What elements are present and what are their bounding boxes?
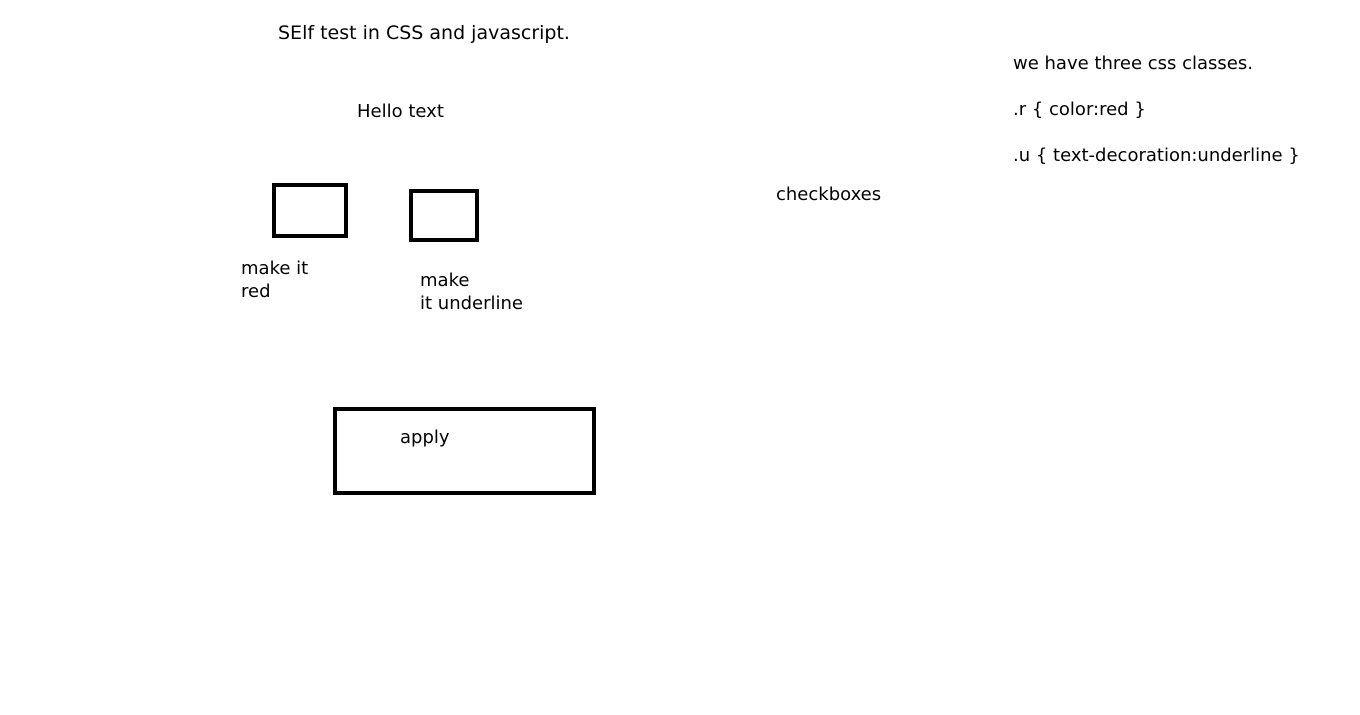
make-underline-label-line1: make	[420, 269, 523, 292]
make-red-label-line2: red	[241, 280, 308, 303]
make-underline-label-line2: it underline	[420, 292, 523, 315]
css-classes-heading: we have three css classes.	[1013, 53, 1253, 74]
css-rule-red: .r { color:red }	[1013, 99, 1146, 120]
make-red-checkbox[interactable]	[272, 183, 348, 238]
css-rule-underline: .u { text-decoration:underline }	[1013, 145, 1300, 166]
make-underline-label: make it underline	[420, 269, 523, 315]
apply-button[interactable]: apply	[333, 407, 596, 495]
make-red-label-line1: make it	[241, 257, 308, 280]
checkboxes-annotation: checkboxes	[776, 184, 881, 205]
page-title: SElf test in CSS and javascript.	[278, 22, 570, 44]
apply-button-label: apply	[400, 427, 450, 448]
hello-text: Hello text	[357, 101, 444, 122]
make-red-label: make it red	[241, 257, 308, 303]
make-underline-checkbox[interactable]	[409, 189, 479, 242]
